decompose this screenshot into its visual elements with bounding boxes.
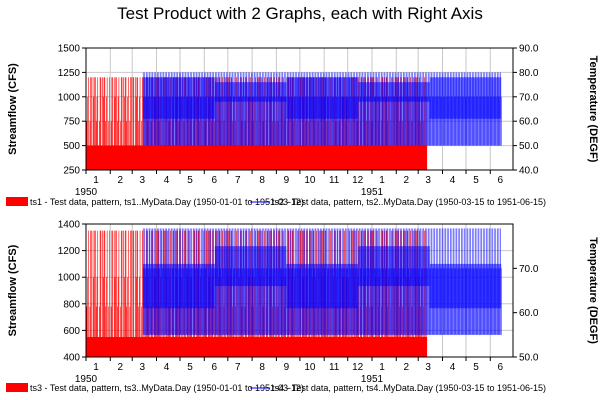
- x-tick-label: 10: [304, 175, 316, 186]
- x-tick-label: 1: [93, 362, 99, 373]
- y-right-tick-label: 80.0: [519, 68, 539, 79]
- x-tick-label: 10: [304, 362, 316, 373]
- y-tick-label: 1250: [58, 68, 81, 79]
- x-tick-label: 6: [212, 175, 218, 186]
- legend-swatch-1: [6, 383, 28, 392]
- legend-label-2: ts4 - Test data, pattern, ts4..MyData.Da…: [272, 383, 546, 393]
- x-tick-label: 4: [164, 175, 170, 186]
- x-tick-label: 4: [164, 362, 170, 373]
- series2-band: [429, 77, 502, 119]
- y-tick-label: 750: [63, 117, 80, 128]
- series2-band: [286, 263, 359, 309]
- x-year-label: 1951: [361, 187, 384, 198]
- y-right-tick-label: 70.0: [519, 92, 539, 103]
- x-tick-label: 11: [329, 362, 340, 373]
- legend-swatch-1: [6, 197, 28, 206]
- y-right-tick-label: 50.0: [519, 353, 539, 364]
- x-tick-label: 9: [284, 175, 290, 186]
- x-tick-label: 5: [473, 175, 479, 186]
- x-tick-label: 1: [379, 175, 385, 186]
- y-right-tick-label: 40.0: [519, 166, 539, 177]
- y-tick-label: 1400: [58, 220, 81, 231]
- x-tick-label: 8: [259, 362, 265, 373]
- legend-label-1: ts1 - Test data, pattern, ts1..MyData.Da…: [30, 197, 304, 207]
- plot-data: [86, 72, 502, 170]
- x-tick-label: 4: [450, 175, 456, 186]
- x-tick-label: 5: [187, 175, 193, 186]
- x-tick-label: 6: [497, 362, 503, 373]
- x-tick-label: 11: [329, 175, 340, 186]
- x-year-label: 1950: [75, 374, 98, 385]
- series2-band: [214, 82, 287, 102]
- x-tick-label: 1: [379, 362, 385, 373]
- y-right-tick-label: 90.0: [519, 44, 539, 55]
- x-tick-label: 1: [93, 175, 99, 186]
- series2-band: [214, 246, 287, 287]
- series2-band: [286, 77, 359, 119]
- x-tick-label: 8: [259, 175, 265, 186]
- y-tick-label: 1000: [58, 92, 81, 103]
- x-tick-label: 2: [118, 175, 124, 186]
- y-tick-label: 1200: [58, 246, 81, 257]
- series2-band: [358, 82, 430, 102]
- x-tick-label: 5: [473, 362, 479, 373]
- chart-panel-1: 250 500 750 1000 1250 1500 40.0 50.0 60.0 70.0 80.…: [6, 44, 599, 207]
- x-tick-label: 12: [352, 175, 364, 186]
- series2-band: [358, 246, 430, 287]
- legend-label-1: ts3 - Test data, pattern, ts3..MyData.Da…: [30, 383, 304, 393]
- x-tick-label: 2: [403, 175, 409, 186]
- x-tick-label: 3: [139, 362, 145, 373]
- y-axis-title: Streamflow (CFS): [7, 63, 19, 155]
- x-tick-label: 2: [118, 362, 124, 373]
- x-tick-label: 3: [139, 175, 145, 186]
- x-tick-label: 2: [403, 362, 409, 373]
- y-right-tick-label: 70.0: [519, 264, 539, 275]
- y-right-axis-title: Temperature (DEGF): [587, 237, 599, 344]
- y-tick-label: 400: [63, 353, 80, 364]
- y-tick-label: 1000: [58, 273, 81, 284]
- x-tick-label: 3: [425, 362, 431, 373]
- x-tick-label: 6: [212, 362, 218, 373]
- x-tick-label: 7: [235, 362, 241, 373]
- x-tick-label: 3: [425, 175, 431, 186]
- legend-label-2: ts2 - Test data, pattern, ts2..MyData.Da…: [272, 197, 546, 207]
- y-axis-title: Streamflow (CFS): [7, 244, 19, 336]
- y-tick-label: 800: [63, 299, 80, 310]
- chart-title: Test Product with 2 Graphs, each with Ri…: [117, 4, 483, 23]
- y-tick-label: 600: [63, 326, 80, 337]
- y-tick-label: 250: [63, 166, 80, 177]
- y-right-tick-label: 60.0: [519, 117, 539, 128]
- y-right-tick-label: 60.0: [519, 308, 539, 319]
- x-tick-label: 7: [235, 175, 241, 186]
- x-year-label: 1950: [75, 187, 98, 198]
- y-right-axis-title: Temperature (DEGF): [587, 56, 599, 163]
- series2-band: [143, 263, 215, 309]
- x-tick-label: 6: [497, 175, 503, 186]
- y-tick-label: 1500: [58, 44, 81, 55]
- x-tick-label: 9: [284, 362, 290, 373]
- y-right-tick-label: 50.0: [519, 141, 539, 152]
- series2-band: [143, 77, 215, 119]
- x-tick-label: 5: [187, 362, 193, 373]
- series2-band: [429, 263, 502, 309]
- chart-panel-2: 400 600 800 1000 1200 1400 50.0 60.0 70.0 2 3 4 5 6 7 8…: [6, 220, 599, 393]
- x-tick-label: 4: [450, 362, 456, 373]
- series1-base-area: [86, 145, 427, 170]
- x-tick-label: 12: [352, 362, 364, 373]
- y-tick-label: 500: [63, 141, 80, 152]
- x-year-label: 1951: [361, 374, 384, 385]
- plot-data: [86, 228, 502, 357]
